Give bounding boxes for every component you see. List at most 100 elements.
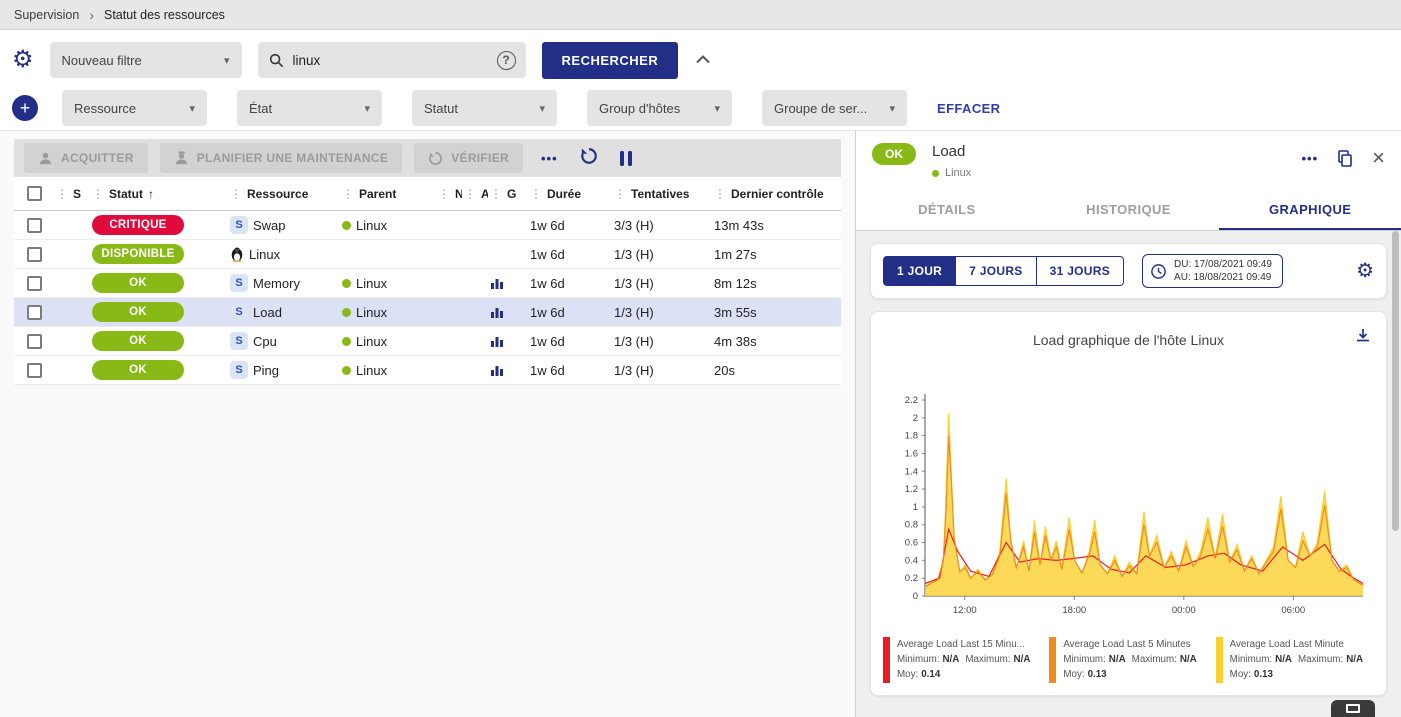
parent-name[interactable]: Linux: [356, 333, 388, 349]
criteria-hostgroup-select[interactable]: Group d'hôtes ▾: [587, 90, 732, 126]
drag-handle-icon[interactable]: ⋮: [342, 186, 354, 201]
resources-table: ACQUITTER PLANIFIER UNE MAINTENANCE VÉRI…: [14, 139, 841, 385]
col-severity[interactable]: S: [73, 186, 82, 201]
graph-icon[interactable]: [490, 305, 504, 319]
custom-period-button[interactable]: DU: 17/08/2021 09:49 AU: 18/08/2021 09:4…: [1142, 254, 1283, 288]
legend-min-value: N/A: [1275, 654, 1292, 666]
help-icon[interactable]: ?: [496, 50, 516, 70]
graph-icon[interactable]: [490, 363, 504, 377]
graph-settings-gear-icon[interactable]: ⚙: [1356, 260, 1374, 282]
table-row[interactable]: DISPONIBLE Linux 1w 6d 1/3 (H): [14, 240, 841, 269]
copy-link-icon[interactable]: [1336, 149, 1354, 167]
col-parent[interactable]: Parent: [359, 186, 397, 201]
col-notes[interactable]: N: [455, 186, 462, 201]
legend-item[interactable]: Average Load Last 5 Minutes Minimum: N/A M…: [1049, 637, 1207, 683]
col-graph[interactable]: G: [507, 186, 517, 201]
col-resource[interactable]: Ressource: [247, 186, 309, 201]
graph-icon[interactable]: [490, 334, 504, 348]
criteria-servicegroup-select[interactable]: Groupe de ser... ▾: [762, 90, 907, 126]
col-status[interactable]: Statut: [109, 186, 143, 201]
range-31days-button[interactable]: 31 JOURS: [1036, 256, 1125, 286]
table-row[interactable]: OK S Memory Linux 1w 6d 1/3 (H): [14, 269, 841, 298]
tab-history[interactable]: HISTORIQUE: [1086, 202, 1171, 217]
table-row[interactable]: CRITIQUE S Swap Linux 1w 6d 3/3 (H): [14, 211, 841, 240]
breadcrumb-supervision[interactable]: Supervision: [14, 7, 80, 22]
last-check: 3m 55s: [714, 304, 757, 320]
export-graph-icon[interactable]: [1354, 326, 1372, 349]
col-duration[interactable]: Durée: [547, 186, 582, 201]
resource-name[interactable]: Ping: [253, 362, 280, 378]
drag-handle-icon[interactable]: ⋮: [714, 186, 726, 201]
panel-host-name[interactable]: Linux: [945, 167, 972, 179]
col-last-check[interactable]: Dernier contrôle: [731, 186, 824, 201]
resource-name[interactable]: Cpu: [253, 333, 277, 349]
duration: 1w 6d: [530, 275, 565, 291]
resource-name[interactable]: Load: [253, 304, 282, 320]
criteria-state-select[interactable]: État ▾: [237, 90, 382, 126]
breadcrumb-current[interactable]: Statut des ressources: [104, 7, 225, 22]
sort-asc-icon[interactable]: ↑: [148, 186, 154, 201]
table-row[interactable]: OK S Cpu Linux 1w 6d 1/3 (H) 4m: [14, 327, 841, 356]
range-7days-button[interactable]: 7 JOURS: [956, 256, 1037, 286]
criteria-resource-select[interactable]: Ressource ▾: [62, 90, 207, 126]
table-row[interactable]: OK S Ping Linux 1w 6d 1/3 (H) 2: [14, 356, 841, 385]
range-1day-button[interactable]: 1 JOUR: [883, 256, 957, 286]
graph-icon[interactable]: [490, 276, 504, 290]
check-button[interactable]: VÉRIFIER: [414, 143, 523, 173]
resource-name[interactable]: Swap: [253, 217, 286, 233]
row-checkbox[interactable]: [26, 304, 42, 320]
drag-handle-icon[interactable]: ⋮: [56, 186, 68, 201]
drag-handle-icon[interactable]: ⋮: [92, 186, 104, 201]
parent-name[interactable]: Linux: [356, 362, 388, 378]
refresh-icon[interactable]: [580, 147, 598, 170]
close-panel-icon[interactable]: ×: [1372, 145, 1385, 170]
saved-filter-select[interactable]: Nouveau filtre ▾: [49, 42, 242, 78]
row-checkbox[interactable]: [26, 275, 42, 291]
table-row-selected[interactable]: OK S Load Linux 1w 6d 1/3 (H) 3: [14, 298, 841, 327]
select-all-checkbox[interactable]: [26, 186, 42, 201]
parent-name[interactable]: Linux: [356, 304, 388, 320]
drag-handle-icon[interactable]: ⋮: [230, 186, 242, 201]
linux-penguin-icon: [231, 247, 243, 262]
screen-capture-icon[interactable]: [1331, 700, 1375, 717]
clear-filters-button[interactable]: EFFACER: [937, 100, 1001, 116]
svg-text:1.4: 1.4: [905, 466, 918, 477]
tab-graph[interactable]: GRAPHIQUE: [1219, 189, 1401, 230]
parent-name[interactable]: Linux: [356, 275, 388, 291]
pause-autorefresh-icon[interactable]: [619, 150, 632, 166]
acknowledge-button[interactable]: ACQUITTER: [24, 143, 148, 173]
legend-item[interactable]: Average Load Last Minute Minimum: N/A Maxi…: [1215, 637, 1374, 683]
drag-handle-icon[interactable]: ⋮: [464, 186, 476, 201]
collapse-filters-chevron-icon[interactable]: [696, 51, 710, 69]
drag-handle-icon[interactable]: ⋮: [614, 186, 626, 201]
tab-details[interactable]: DÉTAILS: [918, 202, 976, 217]
drag-handle-icon[interactable]: ⋮: [530, 186, 542, 201]
add-criteria-button[interactable]: +: [12, 95, 38, 121]
criteria-status-select[interactable]: Statut ▾: [412, 90, 557, 126]
tries: 3/3 (H): [614, 217, 654, 233]
service-icon: S: [230, 216, 248, 234]
legend-item[interactable]: Average Load Last 15 Minu... Minimum: N/A…: [883, 637, 1041, 683]
tries: 1/3 (H): [614, 304, 654, 320]
downtime-button[interactable]: PLANIFIER UNE MAINTENANCE: [159, 143, 403, 173]
filter-settings-gear-icon[interactable]: ⚙: [12, 46, 34, 73]
row-checkbox[interactable]: [26, 333, 42, 349]
col-tries[interactable]: Tentatives: [631, 186, 690, 201]
load-chart[interactable]: 0 0.2 0.4 0.6 0.8 1 1.2 1.4 1.6 1.8 2 2.2 12:00 18:00…: [881, 386, 1377, 622]
search-button[interactable]: RECHERCHER: [541, 41, 679, 79]
panel-more-actions-icon[interactable]: •••: [1301, 150, 1319, 166]
row-checkbox[interactable]: [26, 246, 42, 262]
resource-name[interactable]: Memory: [253, 275, 300, 291]
legend-avg-value: 0.13: [1253, 669, 1273, 681]
search-input[interactable]: [292, 52, 488, 68]
panel-scrollbar[interactable]: [1392, 231, 1399, 531]
parent-name[interactable]: Linux: [356, 217, 388, 233]
row-checkbox[interactable]: [26, 217, 42, 233]
more-actions-icon[interactable]: •••: [540, 150, 558, 166]
drag-handle-icon[interactable]: ⋮: [438, 186, 450, 201]
col-action[interactable]: A: [481, 186, 488, 201]
drag-handle-icon[interactable]: ⋮: [490, 186, 502, 201]
resource-name[interactable]: Linux: [249, 246, 281, 262]
legend-min-value: N/A: [942, 654, 960, 666]
row-checkbox[interactable]: [26, 362, 42, 378]
